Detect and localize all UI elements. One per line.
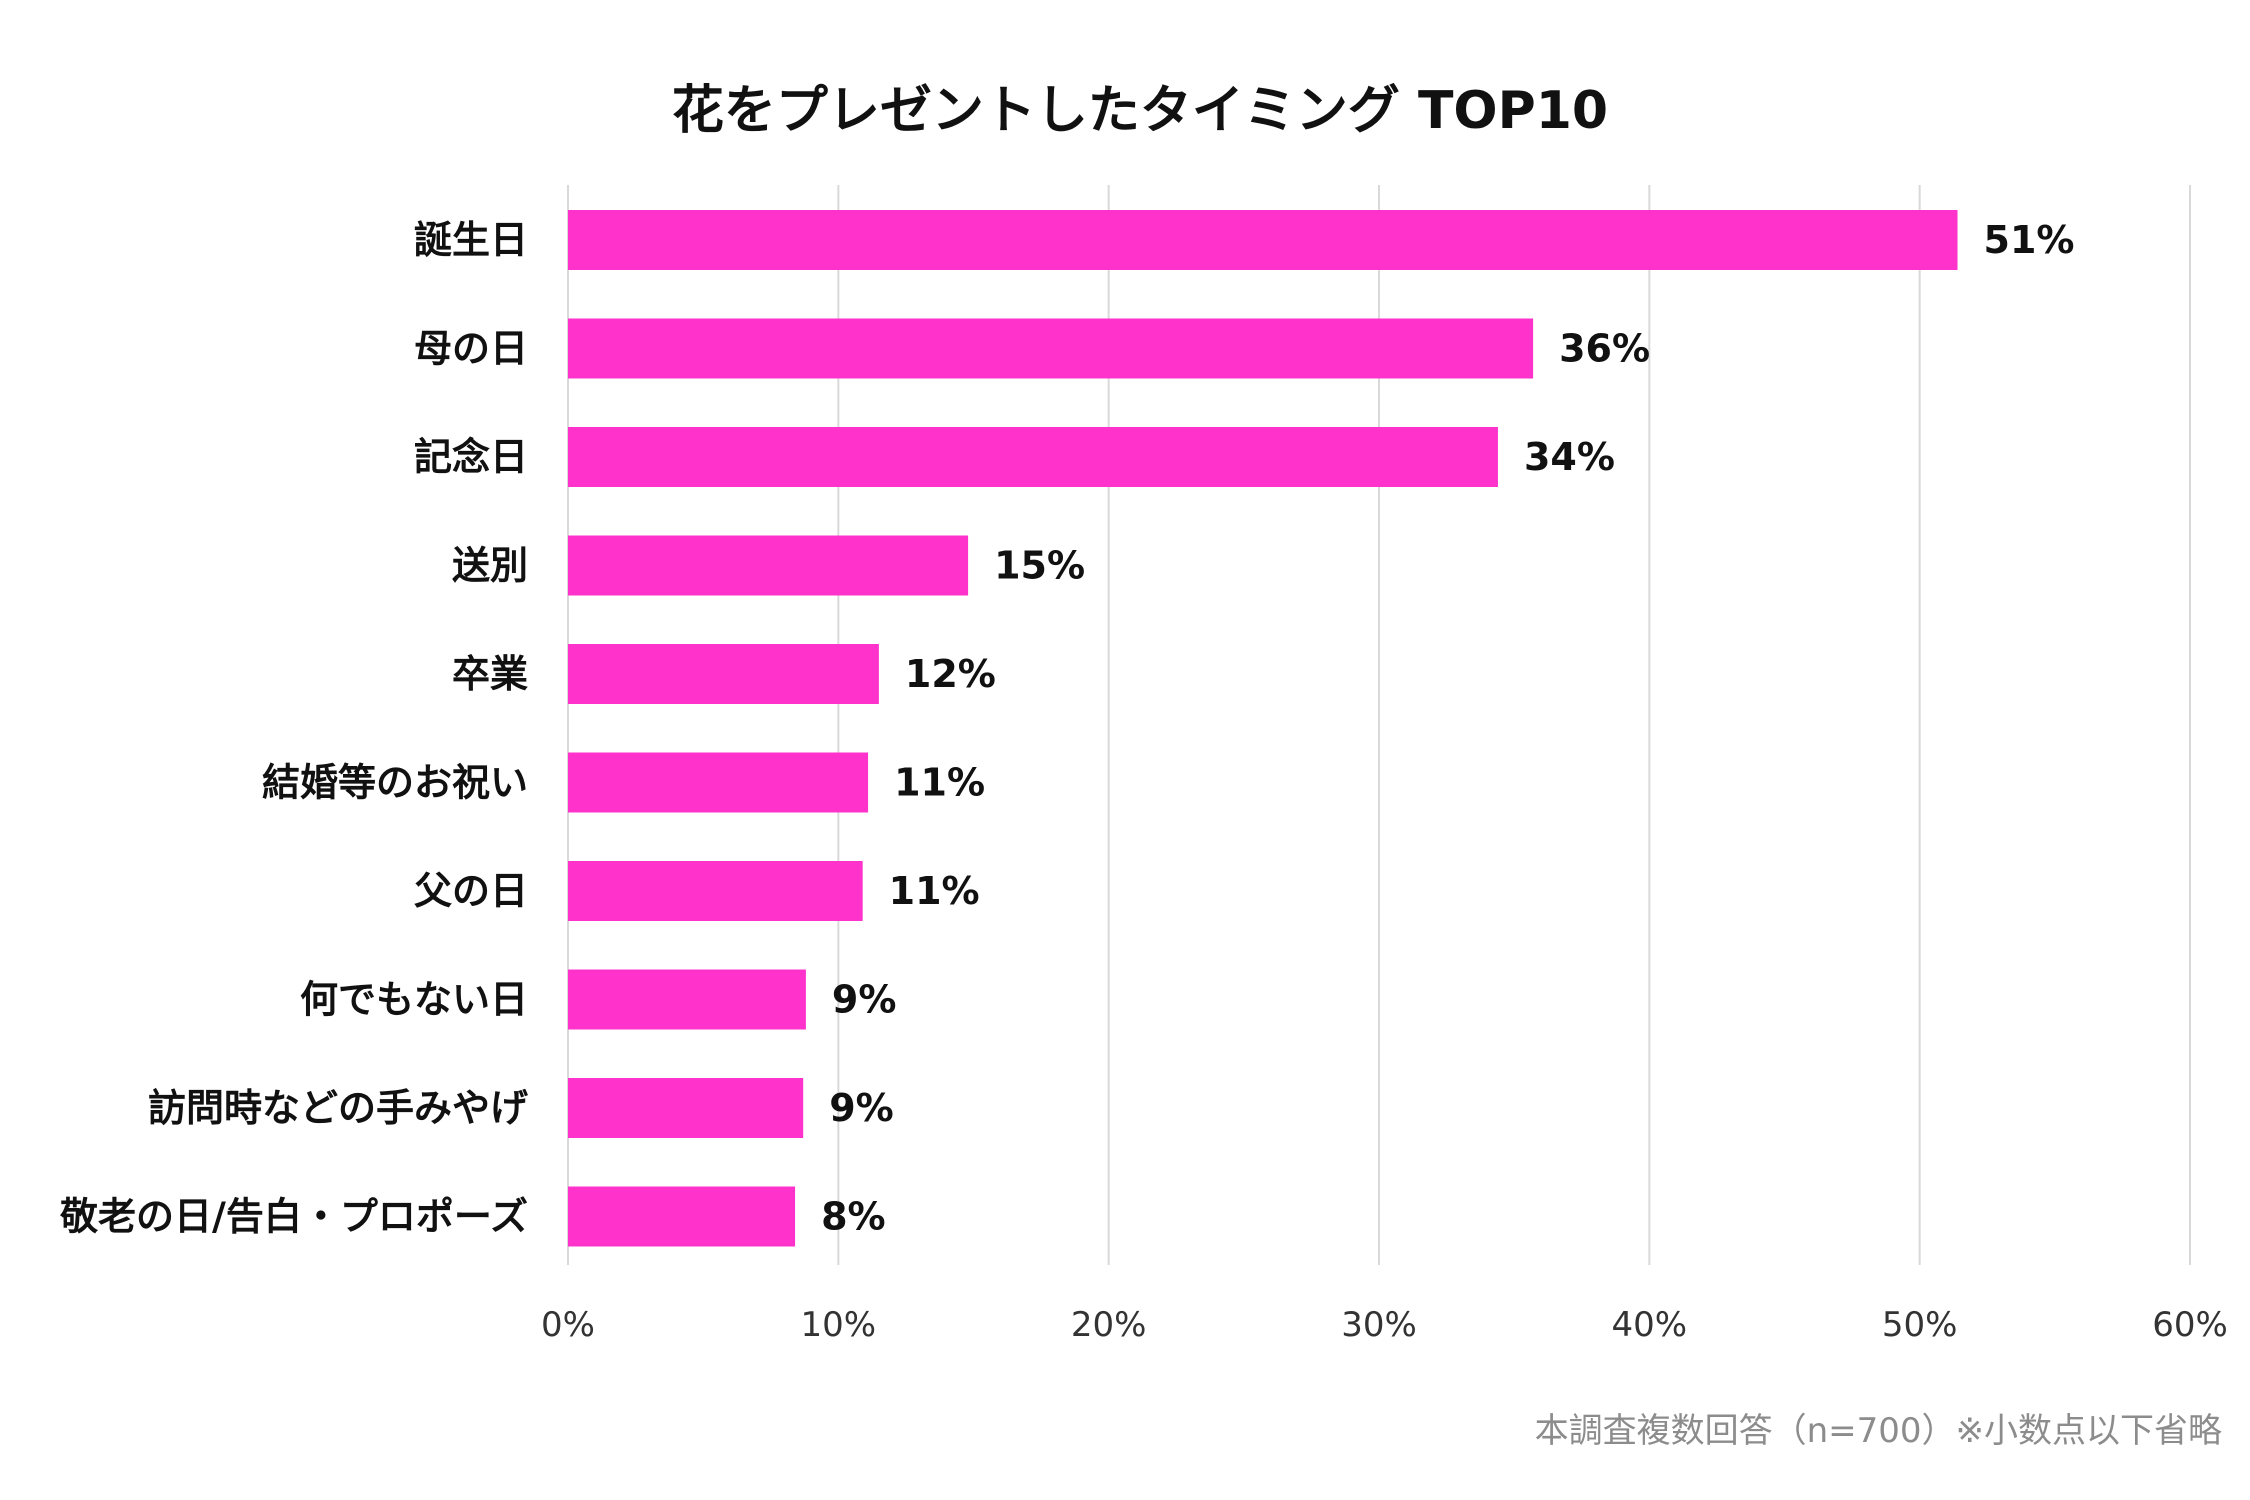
category-label: 父の日 [414, 869, 528, 913]
bar [568, 752, 869, 813]
chart-title: 花をプレゼントしたタイミング TOP10 [672, 81, 1608, 141]
category-label: 送別 [452, 544, 528, 588]
value-label: 15% [994, 544, 1085, 588]
x-tick-label: 50% [1882, 1305, 1958, 1345]
category-label: 卒業 [452, 652, 528, 696]
x-tick-label: 40% [1612, 1305, 1688, 1345]
category-label: 何でもない日 [300, 978, 528, 1022]
x-axis-ticks: 0% 10% 20% 30% 40% 50% 60% [541, 1305, 2228, 1345]
value-label: 9% [832, 978, 897, 1022]
category-label: 結婚等のお祝い [262, 761, 528, 805]
bar [568, 969, 806, 1030]
value-label: 34% [1524, 435, 1615, 479]
value-label: 9% [829, 1086, 894, 1130]
labels: 誕生日 51% 母の日 36% 記念日 34% 送別 15% 卒業 12% 結婚等のお祝い 11% 父の… [59, 218, 2074, 1239]
bar [568, 1186, 796, 1247]
category-label: 記念日 [414, 435, 528, 479]
bar [568, 318, 1534, 379]
value-label: 36% [1559, 327, 1650, 371]
x-tick-label: 30% [1341, 1305, 1417, 1345]
bar [568, 861, 863, 921]
bar [568, 427, 1498, 487]
category-label: 敬老の日/告白・プロポーズ [59, 1195, 528, 1239]
footnote: 本調査複数回答（n=700）※小数点以下省略 [1535, 1411, 2222, 1451]
category-label: 誕生日 [414, 218, 528, 262]
value-label: 11% [894, 761, 985, 805]
value-label: 8% [821, 1195, 886, 1239]
bar [568, 1078, 804, 1138]
value-label: 11% [889, 869, 980, 913]
bars [568, 210, 1958, 1247]
bar [568, 535, 969, 596]
category-label: 母の日 [414, 327, 528, 371]
x-tick-label: 60% [2152, 1305, 2228, 1345]
x-tick-label: 0% [541, 1305, 595, 1345]
bar [568, 210, 1958, 270]
category-label: 訪問時などの手みやげ [148, 1086, 528, 1130]
x-tick-label: 20% [1071, 1305, 1147, 1345]
value-label: 51% [1984, 218, 2075, 262]
bar [568, 644, 879, 704]
x-tick-label: 10% [801, 1305, 877, 1345]
value-label: 12% [905, 652, 996, 696]
